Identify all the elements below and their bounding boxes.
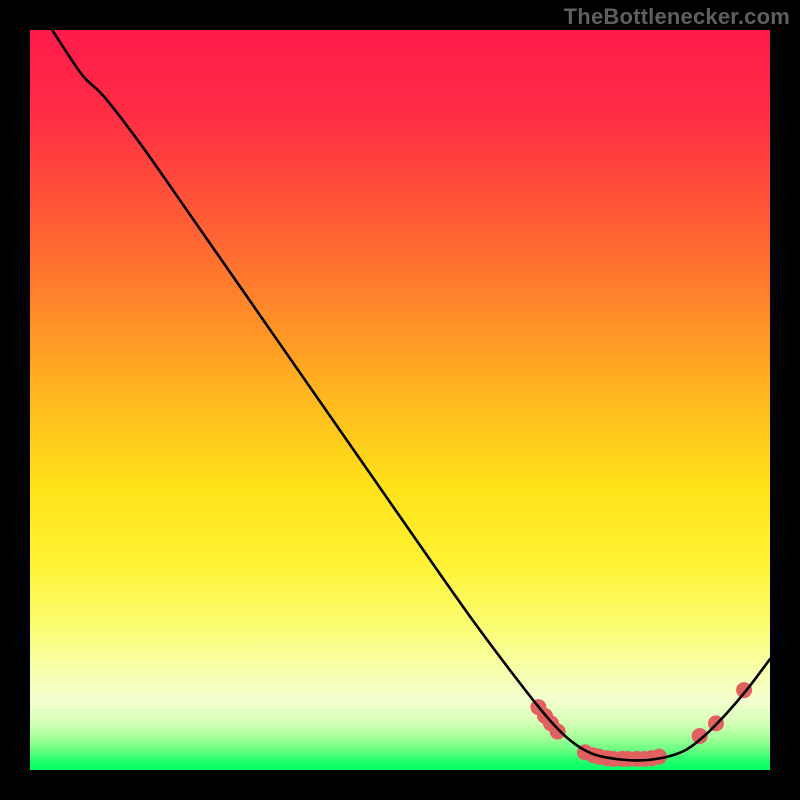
- chart-container: TheBottlenecker.com: [0, 0, 800, 800]
- data-marker: [550, 724, 566, 740]
- plot-background: [30, 30, 770, 770]
- bottleneck-chart: [0, 0, 800, 800]
